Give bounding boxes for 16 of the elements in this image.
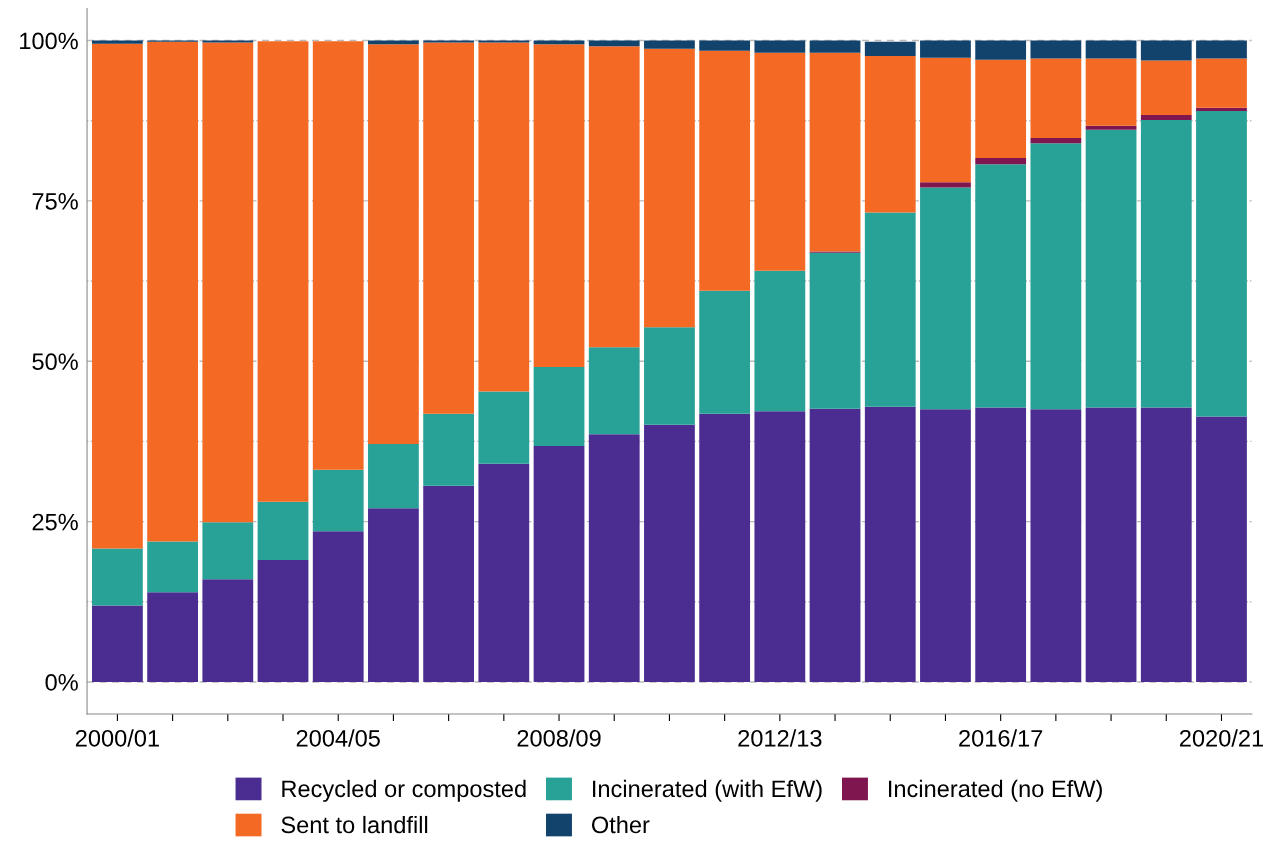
- x-tick-label: 2008/09: [517, 729, 601, 747]
- x-tick-label: 2016/17: [959, 729, 1043, 747]
- legend-label: Recycled or composted: [282, 779, 526, 802]
- y-tick-label: 75%: [32, 193, 78, 210]
- y-tick-label: 50%: [32, 353, 78, 371]
- y-tick-label: 100%: [20, 32, 78, 50]
- x-tick-label: 2012/13: [738, 729, 822, 747]
- x-tick-label: 2004/05: [296, 729, 380, 747]
- y-tick-label: 25%: [32, 513, 78, 531]
- x-tick-label: 2000/01: [75, 729, 159, 747]
- x-tick-label: 2020/21: [1180, 729, 1263, 747]
- legend-label: Other: [591, 815, 650, 834]
- legend-label: Incinerated (no EfW): [889, 779, 1102, 802]
- y-tick-label: 0%: [45, 674, 78, 691]
- legend-label: Incinerated (with EfW): [593, 779, 822, 802]
- legend-label: Sent to landfill: [281, 815, 428, 834]
